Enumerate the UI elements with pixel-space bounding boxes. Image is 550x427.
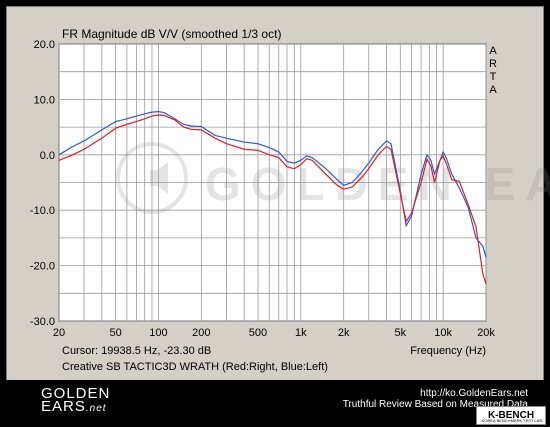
watermark-text: GOLDEN EARS xyxy=(205,158,550,210)
series-layer xyxy=(58,110,487,285)
x-tick-label: 20 xyxy=(53,327,65,339)
x-tick-label: 50 xyxy=(110,327,122,339)
y-tick-label: -30.0 xyxy=(30,316,55,328)
brand-golden: GOLDEN xyxy=(41,385,111,402)
footer-url-link[interactable]: http://ko.GoldenEars.net xyxy=(420,388,528,399)
y-tick-label: -20.0 xyxy=(30,261,55,273)
series-line-left xyxy=(58,110,487,258)
x-tick-label: 1k xyxy=(295,327,307,339)
chart-caption: Creative SB TACTIC3D WRATH (Red:Right, B… xyxy=(62,361,328,373)
grid-lines xyxy=(58,43,487,322)
series-line-right xyxy=(58,114,487,285)
y-tick-label: 0.0 xyxy=(40,150,55,162)
brand-ears-word: EARS xyxy=(41,398,86,415)
x-tick-label: 20k xyxy=(477,327,495,339)
arta-letter: T xyxy=(490,71,497,83)
footer-tagline: Truthful Review Based on Measured Data xyxy=(342,399,528,410)
tick-labels: 20 50 100 200 500 1k 2k 5k 10k 20k 20.0 10.0 0.0 -10.… xyxy=(30,39,495,339)
kbench-badge: K-BENCH xyxy=(476,406,546,425)
kbench-badge-subtitle: KOREA BENCHMARK TEST LAB xyxy=(481,418,542,423)
y-tick-label: 20.0 xyxy=(34,39,55,51)
arta-letter: A xyxy=(489,84,497,96)
x-tick-label: 2k xyxy=(338,327,350,339)
arta-letter: R xyxy=(489,58,497,70)
y-tick-label: 10.0 xyxy=(34,94,55,106)
x-axis-label: Frequency (Hz) xyxy=(410,345,486,357)
x-tick-label: 100 xyxy=(149,327,167,339)
brand-ears: EARS.net xyxy=(41,398,107,415)
brand-suffix: .net xyxy=(85,403,107,414)
x-tick-label: 10k xyxy=(434,327,452,339)
y-tick-label: -10.0 xyxy=(30,205,55,217)
x-tick-label: 500 xyxy=(249,327,267,339)
x-tick-label: 200 xyxy=(192,327,210,339)
cursor-readout: Cursor: 19938.5 Hz, -23.30 dB xyxy=(62,345,211,357)
chart-title: FR Magnitude dB V/V (smoothed 1/3 oct) xyxy=(62,27,281,41)
footer-bar xyxy=(0,380,550,427)
speaker-icon xyxy=(150,162,168,194)
arta-letter: A xyxy=(489,45,497,57)
x-tick-label: 5k xyxy=(394,327,406,339)
